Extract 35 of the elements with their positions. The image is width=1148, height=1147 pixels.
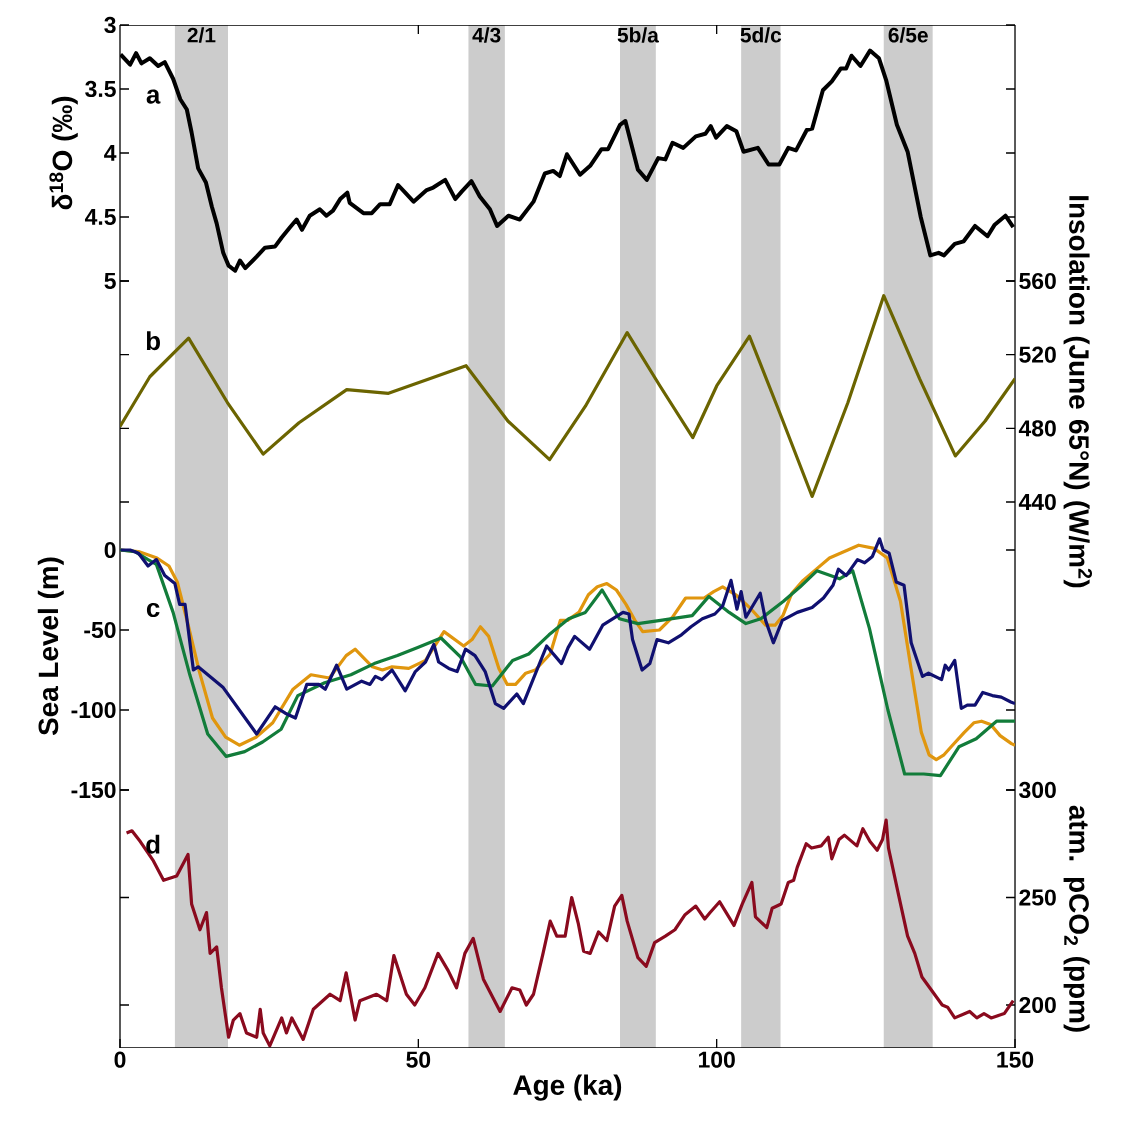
y2-tick-label: 560 (1019, 272, 1056, 290)
y2-tick-label: 440 (1018, 493, 1056, 511)
y-tick-label: 3 (104, 16, 116, 34)
y-tick-label: 5 (104, 273, 116, 289)
line-series (124, 818, 1015, 1048)
annotation: d (146, 834, 160, 854)
y-tick-label: 3.5 (85, 80, 116, 98)
band-label: 6/5e (888, 27, 928, 43)
y-tick-label: 4.5 (84, 209, 116, 225)
annotation: a (146, 89, 161, 104)
x-tick-label: 150 (997, 1051, 1034, 1068)
annotation: b (146, 331, 160, 351)
band-label: 2/1 (187, 27, 216, 43)
band-label: 4/3 (472, 27, 501, 43)
band-label: 5d/c (740, 27, 782, 43)
y2-tick-label: 250 (1019, 889, 1056, 906)
y2-tick-label: 480 (1018, 420, 1056, 437)
x-tick-label: 100 (699, 1051, 735, 1068)
y-tick-label: 0 (104, 541, 116, 559)
y2-axis-title: atm. pCO$_{2}$ (ppm) (1063, 805, 1090, 1032)
x-axis-title: Age (ka) (513, 1074, 622, 1101)
y-tick-label: -150 (71, 781, 116, 799)
y-tick-label: -100 (71, 701, 116, 719)
y2-tick-label: 520 (1019, 346, 1056, 363)
y-tick-label: 4 (104, 145, 117, 161)
y-axis-title: Sea Level (m) (37, 557, 64, 736)
line-series (120, 294, 1016, 499)
annotation: c (146, 602, 160, 618)
y2-tick-label: 200 (1019, 996, 1056, 1014)
y-axis-title: δ$^{18}$O (‰) (49, 96, 78, 210)
x-tick-label: 50 (406, 1051, 431, 1068)
y2-axis-title: Insolation (June 65°N) (W/m$^{2}$) (1063, 196, 1093, 588)
y-tick-label: -50 (84, 621, 116, 639)
y2-tick-label: 300 (1019, 781, 1056, 799)
band-label: 5b/a (617, 27, 659, 43)
